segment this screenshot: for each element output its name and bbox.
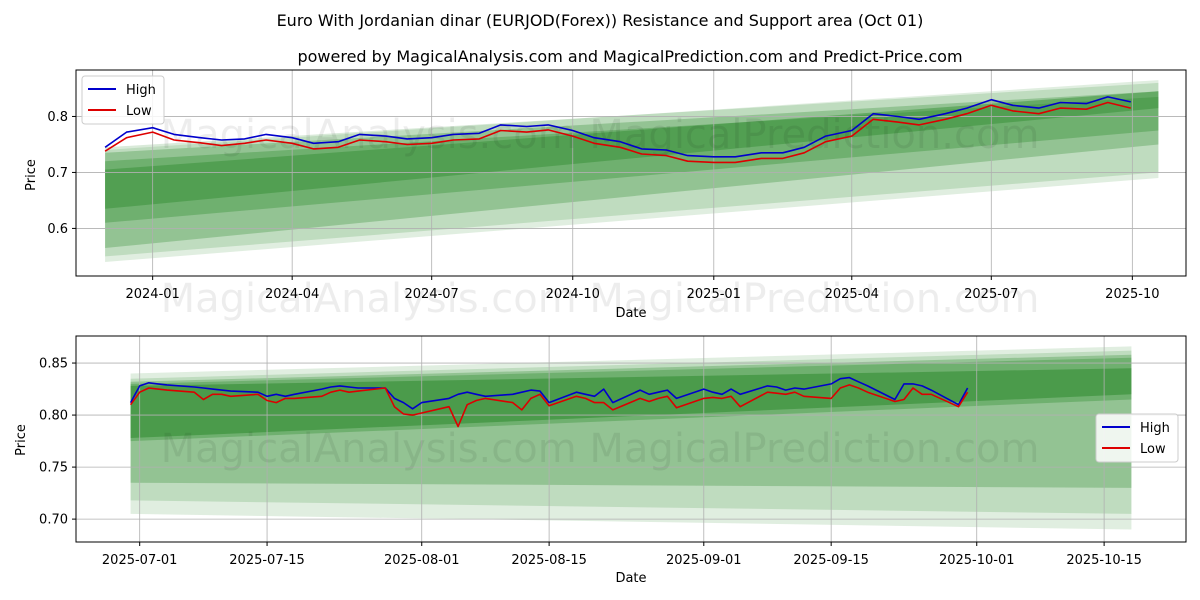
top-legend: High Low [81, 75, 165, 125]
bottom-ytick-label-1: 0.75 [39, 461, 68, 476]
bottom-band-4 [130, 368, 1132, 438]
top-xtick-label-2: 2024-07 [405, 287, 459, 302]
top-ytick-label-0: 0.6 [47, 222, 68, 237]
bottom-xtick-label-0: 2025-07-01 [102, 553, 178, 568]
top-band-3 [105, 96, 1159, 223]
top-lines [104, 96, 1131, 164]
bottom-ytick-label-2: 0.80 [39, 409, 68, 424]
bottom-ticks: 2025-07-01 2025-07-15 2025-08-01 2025-08-15… [39, 357, 1142, 568]
bottom-plot-frame [75, 335, 1187, 543]
bottom-ytick-label-0: 0.70 [39, 513, 68, 528]
bottom-xtick-label-1: 2025-07-15 [229, 553, 305, 568]
top-ylabel: Price [24, 159, 39, 191]
top-plot-frame [75, 69, 1187, 277]
bottom-xtick-label-4: 2025-09-01 [666, 553, 742, 568]
top-xlabel: Date [615, 306, 646, 321]
bottom-legend-low-label: Low [1140, 442, 1166, 457]
top-price-panel: MagicalAnalysis.com MagicalPrediction.co… [24, 69, 1187, 322]
bottom-grid [76, 336, 1186, 542]
bottom-xtick-label-2: 2025-08-01 [384, 553, 460, 568]
bottom-legend: High Low [1095, 413, 1179, 463]
bottom-axis-watermark: MagicalAnalysis.com MagicalPrediction.co… [161, 276, 1040, 322]
top-ytick-label-1: 0.7 [47, 166, 68, 181]
top-watermark: MagicalAnalysis.com MagicalPrediction.co… [161, 112, 1040, 158]
bottom-series-low [129, 384, 969, 428]
top-band-2 [105, 91, 1159, 248]
top-series-high [104, 96, 1131, 158]
bottom-xtick-label-3: 2025-08-15 [511, 553, 587, 568]
top-band-1 [105, 82, 1159, 257]
bottom-lines [129, 376, 969, 428]
top-xtick-label-3: 2024-10 [546, 287, 600, 302]
top-series-low [104, 101, 1131, 164]
bottom-legend-high-label: High [1140, 421, 1170, 436]
top-xtick-label-7: 2025-10 [1105, 287, 1159, 302]
bottom-xlabel: Date [615, 571, 646, 586]
top-legend-high-label: High [126, 83, 156, 98]
top-ytick-label-2: 0.8 [47, 110, 68, 125]
top-legend-low-label: Low [126, 104, 152, 119]
bottom-series-high [129, 376, 969, 410]
top-xtick-label-6: 2025-07 [964, 287, 1018, 302]
top-band-0 [105, 80, 1159, 262]
bottom-ytick-label-3: 0.85 [39, 357, 68, 372]
chart-subtitle: powered by MagicalAnalysis.com and Magic… [297, 47, 962, 66]
bottom-xtick-label-6: 2025-10-01 [939, 553, 1015, 568]
top-xtick-label-4: 2025-01 [687, 287, 741, 302]
bottom-xtick-label-5: 2025-09-15 [793, 553, 869, 568]
bottom-xtick-label-7: 2025-10-15 [1066, 553, 1142, 568]
top-xtick-label-5: 2025-04 [825, 287, 879, 302]
bottom-price-panel: MagicalAnalysis.com MagicalPrediction.co… [14, 335, 1187, 586]
top-xtick-label-0: 2024-01 [125, 287, 179, 302]
bottom-ylabel: Price [14, 424, 29, 456]
top-xtick-label-1: 2024-04 [265, 287, 319, 302]
bottom-watermark: MagicalAnalysis.com MagicalPrediction.co… [161, 426, 1040, 472]
chart-title: Euro With Jordanian dinar (EURJOD(Forex)… [277, 11, 924, 30]
top-ticks: 2024-01 2024-04 2024-07 2024-10 2025-01 2025-… [47, 110, 1159, 302]
